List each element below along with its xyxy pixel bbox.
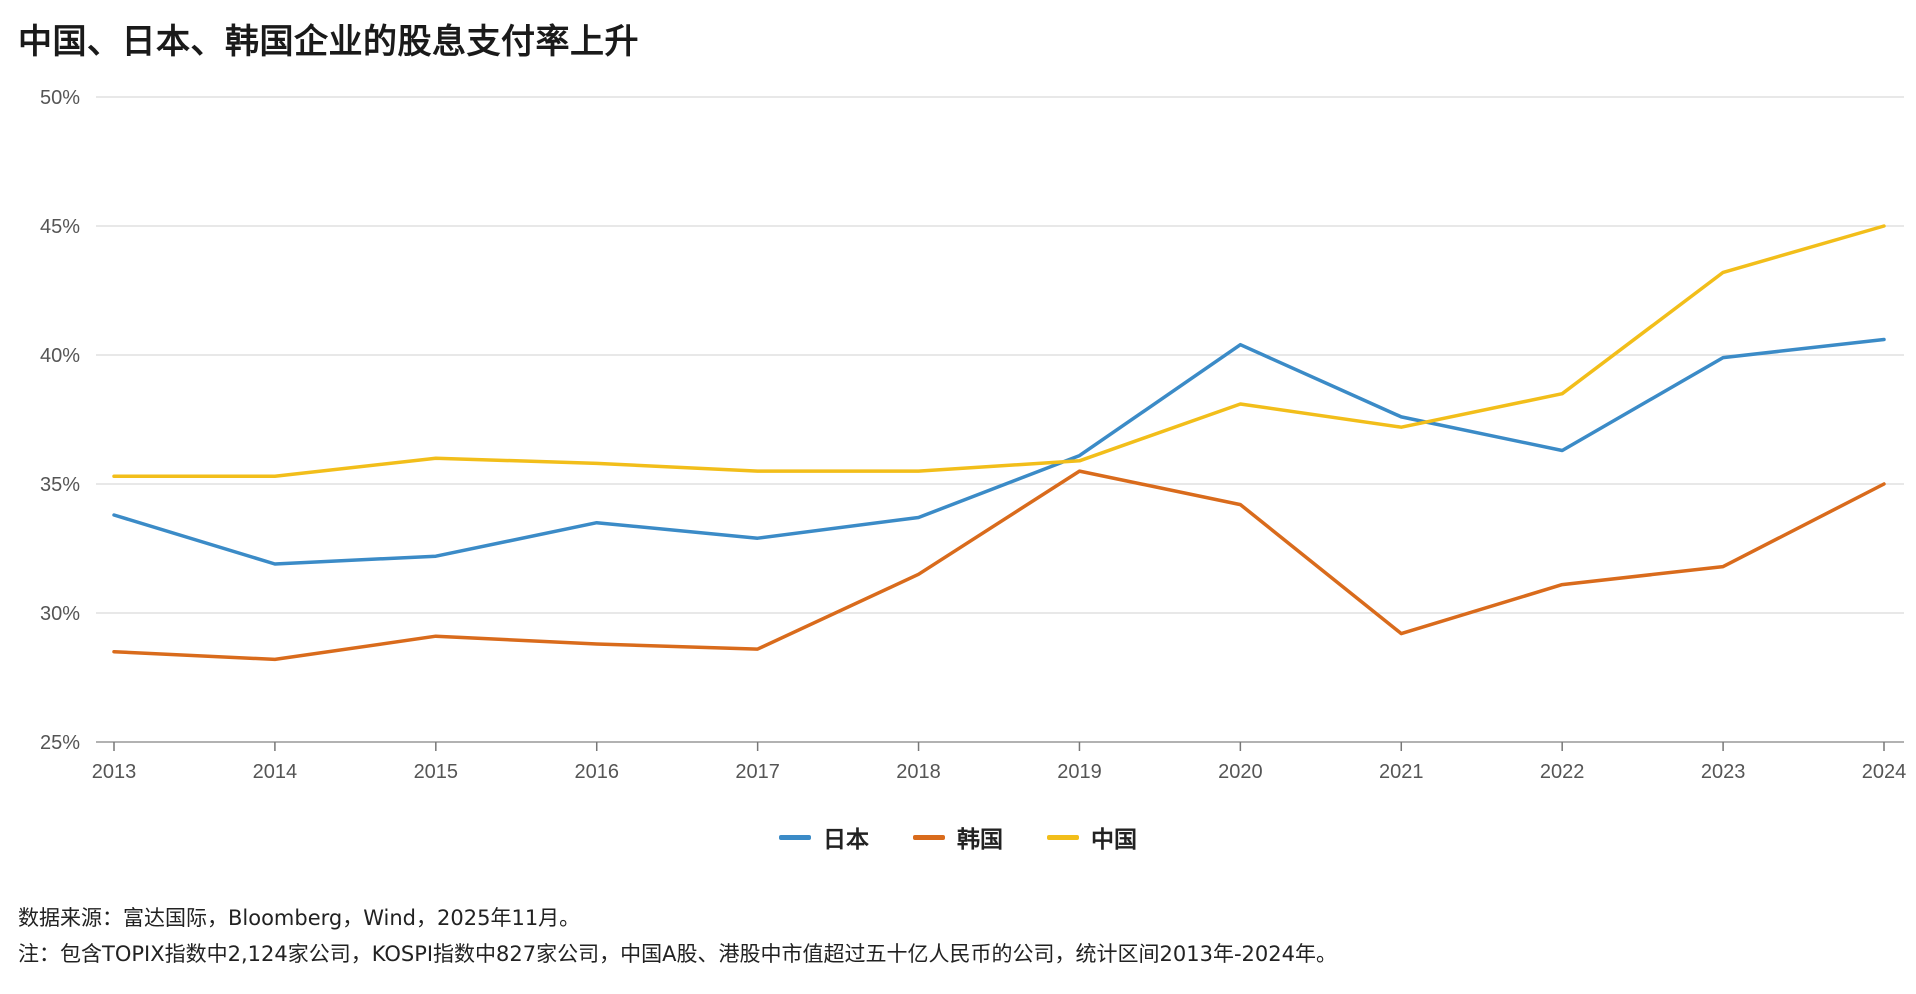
- y-tick-label: 35%: [40, 474, 80, 496]
- source-note: 数据来源：富达国际，Bloomberg，Wind，2025年11月。: [18, 906, 581, 930]
- axes: 25% 30% 35% 40% 45% 50% 2013 2014 2015 2016 2017 20…: [40, 87, 1906, 783]
- x-tick-label: 2022: [1540, 761, 1585, 783]
- chart-title: 中国、日本、韩国企业的股息支付率上升: [18, 22, 639, 62]
- note-text: 注：包含TOPIX指数中2,124家公司，KOSPI指数中827家公司，中国A股…: [18, 942, 1337, 966]
- legend-swatch: [913, 834, 945, 840]
- x-tick-label: 2017: [735, 761, 780, 783]
- legend-label: 韩国: [957, 827, 1003, 853]
- legend-swatch: [1047, 834, 1079, 840]
- y-tick-label: 50%: [40, 87, 80, 109]
- legend-item: 日本: [779, 820, 869, 854]
- legend-label: 日本: [823, 827, 869, 853]
- x-tick-label: 2018: [896, 761, 941, 783]
- footnotes: 数据来源：富达国际，Bloomberg，Wind，2025年11月。 注：包含T…: [18, 900, 1337, 972]
- x-tick-label: 2023: [1701, 761, 1746, 783]
- series-line-日本: [112, 337, 1886, 566]
- x-tick-label: 2015: [414, 761, 459, 783]
- x-tick-label: 2013: [92, 761, 137, 783]
- x-tick-label: 2020: [1218, 761, 1263, 783]
- legend-label: 中国: [1091, 827, 1137, 853]
- y-tick-label: 40%: [40, 345, 80, 367]
- legend-swatch: [779, 834, 811, 840]
- gridlines: [96, 96, 1904, 614]
- legend: 日本 韩国 中国: [0, 820, 1916, 854]
- y-tick-label: 45%: [40, 216, 80, 238]
- x-tick-label: 2021: [1379, 761, 1424, 783]
- x-tick-label: 2019: [1057, 761, 1102, 783]
- x-tick-label: 2016: [574, 761, 619, 783]
- series-lines: [112, 224, 1886, 662]
- series-line-韩国: [112, 469, 1886, 662]
- x-tick-label: 2024: [1862, 761, 1907, 783]
- y-tick-label: 25%: [40, 732, 80, 754]
- legend-item: 韩国: [913, 820, 1003, 854]
- legend-item: 中国: [1047, 820, 1137, 854]
- y-tick-label: 30%: [40, 603, 80, 625]
- x-tick-label: 2014: [253, 761, 298, 783]
- series-line-中国: [112, 224, 1886, 479]
